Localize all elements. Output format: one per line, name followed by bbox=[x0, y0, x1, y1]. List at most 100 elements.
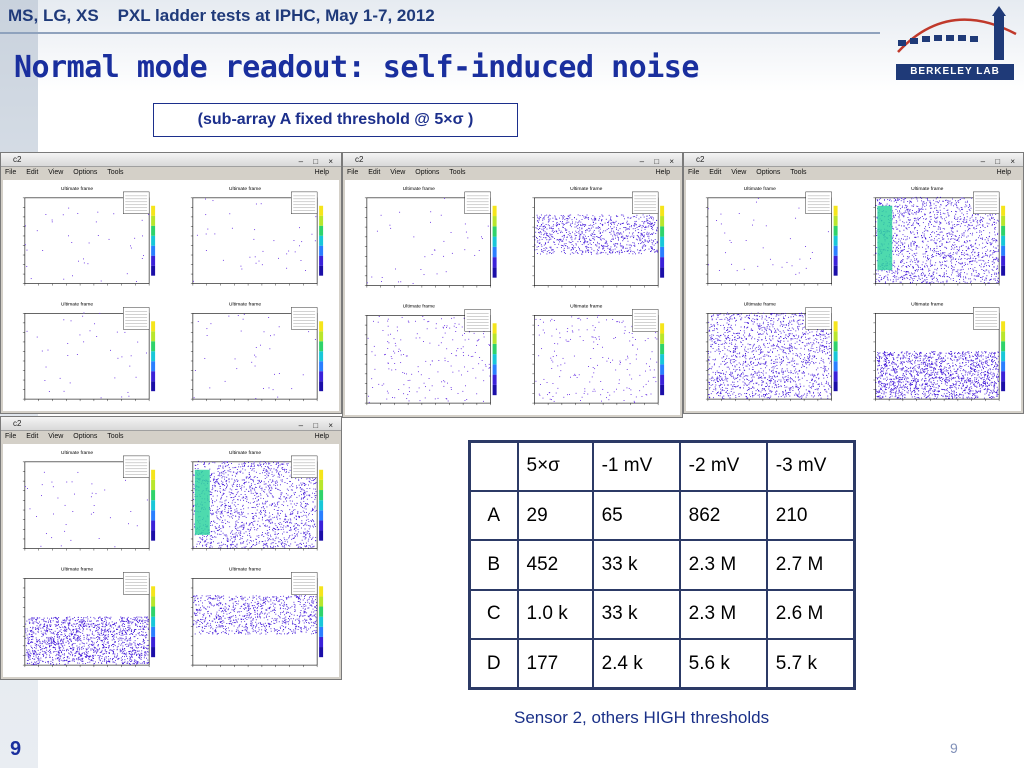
hit-point bbox=[623, 332, 625, 334]
hit-point bbox=[584, 388, 586, 390]
hit-point bbox=[818, 395, 820, 397]
hit-point bbox=[972, 232, 974, 234]
menu-options[interactable]: Options bbox=[415, 169, 440, 176]
hit-point bbox=[564, 228, 566, 230]
hit-point bbox=[757, 340, 758, 342]
hit-point bbox=[783, 340, 785, 342]
hit-point bbox=[565, 222, 567, 224]
hit-point bbox=[640, 232, 642, 234]
menu-options[interactable]: Options bbox=[73, 169, 98, 176]
root-window-1mv[interactable]: c2 – □ × File Edit View Options Tools He… bbox=[342, 152, 683, 418]
hit-point bbox=[634, 402, 636, 403]
hit-point bbox=[645, 221, 647, 223]
hit-point bbox=[969, 262, 971, 264]
hit-point bbox=[882, 204, 884, 206]
hit-point bbox=[753, 387, 755, 389]
hit-point bbox=[788, 392, 789, 394]
hit-point bbox=[637, 229, 639, 230]
hit-point bbox=[961, 245, 963, 247]
hit-point bbox=[400, 354, 402, 356]
hit-point bbox=[719, 378, 721, 380]
menu-file[interactable]: File bbox=[347, 169, 359, 176]
menu-options[interactable]: Options bbox=[756, 169, 781, 176]
hit-point bbox=[819, 385, 820, 387]
hit-point bbox=[879, 202, 881, 204]
hit-point bbox=[925, 256, 926, 258]
hit-point bbox=[553, 350, 555, 352]
hit-point bbox=[804, 326, 806, 328]
hit-point bbox=[584, 390, 586, 392]
hit-point bbox=[878, 279, 879, 281]
hit-point bbox=[784, 381, 786, 382]
hit-point bbox=[548, 220, 550, 222]
menu-file[interactable]: File bbox=[688, 169, 700, 176]
hit-point bbox=[254, 229, 256, 231]
hit-point bbox=[592, 215, 594, 217]
hit-point bbox=[933, 248, 935, 250]
menu-view[interactable]: View bbox=[731, 169, 747, 176]
color-scale-bar bbox=[1001, 265, 1006, 276]
hit-point bbox=[583, 238, 585, 240]
menu-view[interactable]: View bbox=[48, 169, 64, 176]
menu-edit[interactable]: Edit bbox=[368, 169, 381, 176]
window-controls-icon[interactable]: – □ × bbox=[980, 157, 1019, 166]
hit-point bbox=[972, 249, 974, 251]
window-titlebar[interactable]: c2 – □ × bbox=[343, 153, 682, 167]
hit-point bbox=[808, 342, 810, 344]
hit-point bbox=[610, 216, 612, 218]
hit-point bbox=[578, 221, 580, 223]
panel-title: Ultimate frame bbox=[744, 186, 776, 192]
hit-point bbox=[628, 244, 630, 246]
hit-point bbox=[930, 265, 932, 267]
menu-edit[interactable]: Edit bbox=[26, 169, 39, 176]
menu-help[interactable]: Help bbox=[996, 169, 1011, 176]
hit-point bbox=[610, 362, 611, 364]
menu-tools[interactable]: Tools bbox=[107, 169, 124, 176]
hit-point bbox=[943, 273, 945, 275]
hit-point bbox=[785, 324, 787, 326]
hit-point bbox=[918, 266, 919, 268]
hit-point bbox=[734, 378, 736, 380]
hit-point bbox=[926, 230, 928, 232]
menu-help[interactable]: Help bbox=[314, 169, 329, 176]
root-window-5sigma[interactable]: c2 – □ × File Edit View Options Tools He… bbox=[0, 152, 342, 414]
hit-point bbox=[473, 332, 475, 334]
hit-point bbox=[756, 331, 758, 333]
window-controls-icon[interactable]: – □ × bbox=[639, 157, 678, 166]
hit-point bbox=[582, 224, 584, 226]
hit-point bbox=[789, 334, 790, 336]
menu-tools[interactable]: Tools bbox=[790, 169, 807, 176]
hit-point bbox=[636, 234, 638, 236]
hit-map-panel: Ultimate frame bbox=[873, 186, 1006, 286]
hit-point bbox=[727, 377, 729, 379]
menu-help[interactable]: Help bbox=[655, 169, 670, 176]
hit-point bbox=[462, 351, 464, 353]
window-controls-icon[interactable]: – □ × bbox=[298, 157, 337, 166]
hit-point bbox=[944, 220, 946, 222]
window-titlebar[interactable]: c2 – □ × bbox=[1, 153, 341, 167]
hit-point bbox=[737, 393, 739, 395]
hit-point bbox=[713, 334, 715, 336]
hit-point bbox=[559, 238, 560, 240]
hit-point bbox=[601, 219, 603, 221]
hit-point bbox=[746, 322, 748, 323]
hit-point bbox=[708, 369, 710, 370]
hit-point bbox=[902, 279, 904, 281]
menu-edit[interactable]: Edit bbox=[709, 169, 722, 176]
hit-point bbox=[209, 387, 211, 389]
hit-point bbox=[128, 395, 130, 397]
menu-file[interactable]: File bbox=[5, 169, 17, 176]
hit-point bbox=[626, 235, 628, 237]
hit-point bbox=[986, 269, 988, 271]
root-window-2mv[interactable]: c2 – □ × File Edit View Options Tools He… bbox=[683, 152, 1024, 414]
hit-point bbox=[812, 385, 814, 387]
color-scale-bar bbox=[492, 226, 497, 237]
hit-point bbox=[781, 313, 783, 315]
hit-point bbox=[959, 278, 961, 280]
hit-point bbox=[954, 259, 956, 260]
menu-view[interactable]: View bbox=[390, 169, 406, 176]
window-titlebar[interactable]: c2 – □ × bbox=[684, 153, 1023, 167]
hit-point bbox=[823, 365, 825, 367]
menu-tools[interactable]: Tools bbox=[449, 169, 466, 176]
hit-point bbox=[794, 347, 796, 349]
